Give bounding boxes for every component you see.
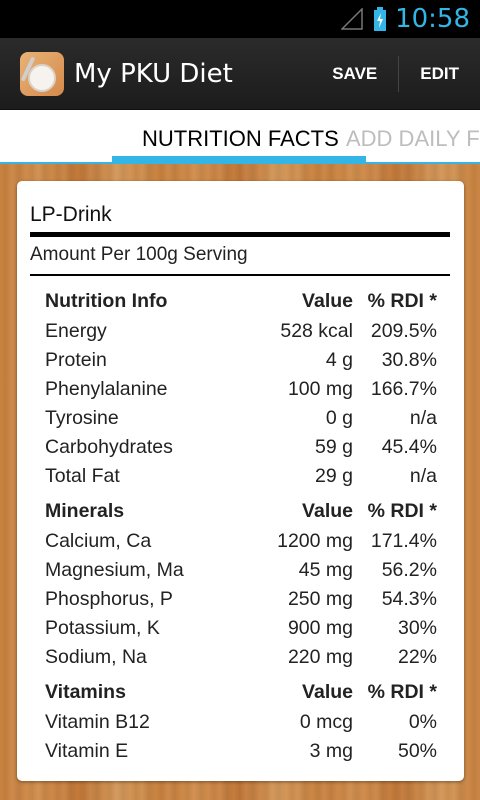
table-row: Vitamin E 3 mg 50% <box>45 737 437 766</box>
nutrient-value: 900 mg <box>287 617 353 639</box>
nutrient-name: Phosphorus, P <box>45 588 173 610</box>
clock: 10:58 <box>395 4 470 34</box>
value-header: Value <box>302 289 353 312</box>
divider-thin <box>30 274 450 276</box>
table-row: Protein 4 g 30.8% <box>45 346 437 375</box>
nutrient-value: 100 mg <box>287 378 353 400</box>
nutrient-name: Tyrosine <box>45 407 119 429</box>
rdi-header: % RDI * <box>367 499 437 522</box>
section-title: Nutrition Info <box>45 289 168 312</box>
nutrient-value: 250 mg <box>287 588 353 610</box>
nutrient-rdi: 50% <box>397 740 437 762</box>
nutrient-name: Energy <box>45 320 107 342</box>
nutrient-name: Calcium, Ca <box>45 530 152 552</box>
nutrient-value: 220 mg <box>287 646 353 668</box>
nutrient-name: Vitamin E <box>45 740 129 762</box>
nutrition-card: LP-Drink Amount Per 100g Serving Nutriti… <box>17 181 464 781</box>
rdi-header: % RDI * <box>367 680 437 703</box>
nutrient-value: 3 mg <box>309 740 353 762</box>
tab-nutrition-facts[interactable]: NUTRITION FACTS <box>142 126 339 151</box>
tab-indicator <box>112 156 366 162</box>
section-nutrition-info: Nutrition Info Value % RDI * Energy 528 … <box>45 286 437 491</box>
action-bar: My PKU Diet SAVE EDIT <box>0 38 480 110</box>
serving-size: Amount Per 100g Serving <box>30 244 248 265</box>
table-row: Total Fat 29 g n/a <box>45 462 437 491</box>
nutrient-rdi: 22% <box>397 646 437 668</box>
nutrient-name: Vitamin B12 <box>45 711 150 733</box>
nutrient-value: 45 mg <box>298 559 353 581</box>
nutrient-rdi: 166.7% <box>370 378 437 400</box>
nutrient-name: Protein <box>45 349 107 371</box>
table-row: Vitamin B12 0 mcg 0% <box>45 708 437 737</box>
app-logo-icon[interactable] <box>20 51 64 96</box>
nutrient-rdi: n/a <box>409 407 437 429</box>
rdi-header: % RDI * <box>367 289 437 312</box>
table-row: Calcium, Ca 1200 mg 171.4% <box>45 527 437 556</box>
status-bar: 10:58 <box>0 0 480 38</box>
nutrient-name: Phenylalanine <box>45 378 168 400</box>
action-divider <box>398 55 400 92</box>
save-button[interactable]: SAVE <box>332 63 378 83</box>
nutrient-value: 4 g <box>325 349 353 371</box>
nutrient-value: 528 kcal <box>280 320 353 342</box>
nutrient-value: 29 g <box>315 465 353 487</box>
nutrient-rdi: 209.5% <box>370 320 437 342</box>
edit-button[interactable]: EDIT <box>420 63 459 83</box>
table-row: Sodium, Na 220 mg 22% <box>45 643 437 672</box>
nutrient-name: Carbohydrates <box>45 436 173 458</box>
nutrient-name: Magnesium, Ma <box>45 559 184 581</box>
nutrient-value: 0 g <box>325 407 353 429</box>
product-name: LP-Drink <box>30 203 112 226</box>
table-row: Potassium, K 900 mg 30% <box>45 614 437 643</box>
table-row: Tyrosine 0 g n/a <box>45 404 437 433</box>
tab-add-daily[interactable]: ADD DAILY F <box>346 126 480 151</box>
app-title: My PKU Diet <box>74 58 233 89</box>
section-header: Minerals Value % RDI * <box>45 496 437 526</box>
table-row: Energy 528 kcal 209.5% <box>45 317 437 346</box>
divider-thick <box>30 232 450 237</box>
nutrient-rdi: 0% <box>408 711 437 733</box>
section-title: Minerals <box>45 499 125 522</box>
nutrient-value: 59 g <box>315 436 353 458</box>
tab-underline <box>0 162 480 164</box>
table-row: Magnesium, Ma 45 mg 56.2% <box>45 556 437 585</box>
nutrient-rdi: 30% <box>397 617 437 639</box>
value-header: Value <box>302 680 353 703</box>
section-minerals: Minerals Value % RDI * Calcium, Ca 1200 … <box>45 496 437 672</box>
nutrient-rdi: 56.2% <box>381 559 437 581</box>
table-row: Phosphorus, P 250 mg 54.3% <box>45 585 437 614</box>
signal-icon <box>341 8 363 30</box>
value-header: Value <box>302 499 353 522</box>
nutrient-value: 1200 mg <box>277 530 353 552</box>
nutrient-rdi: n/a <box>409 465 437 487</box>
nutrient-value: 0 mcg <box>299 711 353 733</box>
nutrient-rdi: 54.3% <box>381 588 437 610</box>
table-row: Carbohydrates 59 g 45.4% <box>45 433 437 462</box>
nutrient-name: Total Fat <box>45 465 120 487</box>
nutrient-rdi: 45.4% <box>381 436 437 458</box>
nutrient-rdi: 30.8% <box>381 349 437 371</box>
section-vitamins: Vitamins Value % RDI * Vitamin B12 0 mcg… <box>45 677 437 766</box>
section-title: Vitamins <box>45 680 126 703</box>
section-header: Vitamins Value % RDI * <box>45 677 437 707</box>
table-row: Phenylalanine 100 mg 166.7% <box>45 375 437 404</box>
nutrient-rdi: 171.4% <box>370 530 437 552</box>
battery-charging-icon <box>374 7 387 31</box>
nutrient-name: Sodium, Na <box>45 646 147 668</box>
nutrient-name: Potassium, K <box>45 617 160 639</box>
section-header: Nutrition Info Value % RDI * <box>45 286 437 316</box>
